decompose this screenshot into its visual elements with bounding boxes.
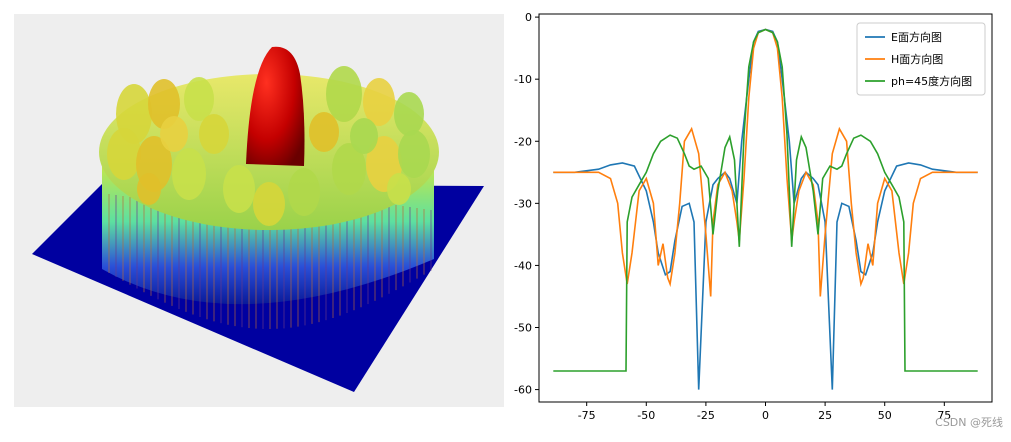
y-tick-label: -10 (514, 73, 532, 86)
series-line-3 (553, 28, 978, 372)
main-lobe (246, 46, 305, 166)
surface-bump (394, 92, 424, 136)
legend-label: E面方向图 (891, 30, 942, 44)
y-tick-label: -20 (514, 135, 532, 148)
x-tick-label: -75 (578, 409, 596, 422)
y-tick-label: -30 (514, 197, 532, 210)
legend-box (856, 22, 986, 96)
surface-bump (253, 182, 285, 226)
surface-bump (387, 173, 411, 205)
surface-bump (137, 173, 161, 205)
surface-plot-panel (14, 14, 504, 407)
y-tick-label: -40 (514, 259, 532, 272)
y-tick-label: -60 (514, 384, 532, 397)
surface-bump (199, 114, 229, 154)
y-tick-label: -50 (514, 322, 532, 335)
surface-bump (288, 168, 320, 216)
series-lines (553, 28, 978, 390)
surface-bumps (107, 66, 430, 226)
x-tick-label: -50 (637, 409, 655, 422)
surface-bump (172, 148, 206, 200)
surface-bump (309, 112, 339, 152)
wall-stripes (108, 189, 432, 329)
line-chart-panel: -75 -50 -25 0 25 50 75 0 -10 -20 -30 -40 -50 -60 E面方向… (505, 0, 1011, 438)
x-tick-label: 50 (878, 409, 892, 422)
surface-bump (363, 78, 395, 126)
surface-bump (350, 118, 378, 154)
surface-bump (398, 130, 430, 178)
y-tick-label: 0 (525, 11, 532, 24)
axes-ticks: -75 -50 -25 0 25 50 75 0 -10 -20 -30 -40 -50 -60 (514, 11, 951, 422)
x-tick-label: 75 (937, 409, 951, 422)
surface-bump (223, 165, 255, 213)
surface-bump (326, 66, 362, 122)
surface-bump (332, 143, 366, 195)
x-tick-label: 0 (762, 409, 769, 422)
legend: E面方向图 H面方向图 ph=45度方向图 (856, 22, 986, 96)
surface-plot (32, 46, 484, 392)
legend-label: ph=45度方向图 (891, 74, 972, 88)
surface-bump (107, 128, 141, 180)
x-tick-label: 25 (818, 409, 832, 422)
watermark: CSDN @死线 (935, 416, 1003, 429)
line-chart: -75 -50 -25 0 25 50 75 0 -10 -20 -30 -40 -50 -60 E面方向… (514, 11, 993, 422)
legend-label: H面方向图 (891, 52, 943, 66)
surface-bump (184, 77, 214, 121)
x-tick-label: -25 (697, 409, 715, 422)
surface-bump (160, 116, 188, 152)
